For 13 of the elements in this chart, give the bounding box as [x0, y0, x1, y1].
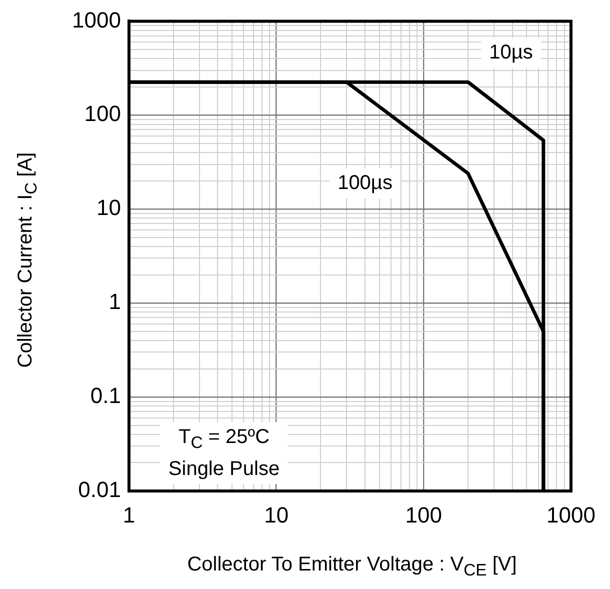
y-tick-label: 0.01	[78, 477, 121, 502]
x-axis-title: Collector To Emitter Voltage : V$_{CE}$ [V]	[187, 554, 517, 580]
y-tick-label: 100	[84, 101, 121, 126]
y-tick-label: 10	[96, 195, 121, 220]
x-tick-label: 1000	[546, 502, 596, 528]
annotation: T$_{C}$ = 25ºC Single Pulse	[160, 422, 288, 484]
text: 100µs	[338, 172, 392, 194]
x-tick-label: 100	[405, 502, 442, 528]
y-tick-label: 1	[108, 289, 121, 314]
series-label: 10µs	[489, 42, 533, 64]
y-tick-label: 0.1	[90, 383, 121, 408]
x-tick-label: 10	[264, 502, 289, 528]
y-tick-label: 1000	[72, 7, 121, 32]
